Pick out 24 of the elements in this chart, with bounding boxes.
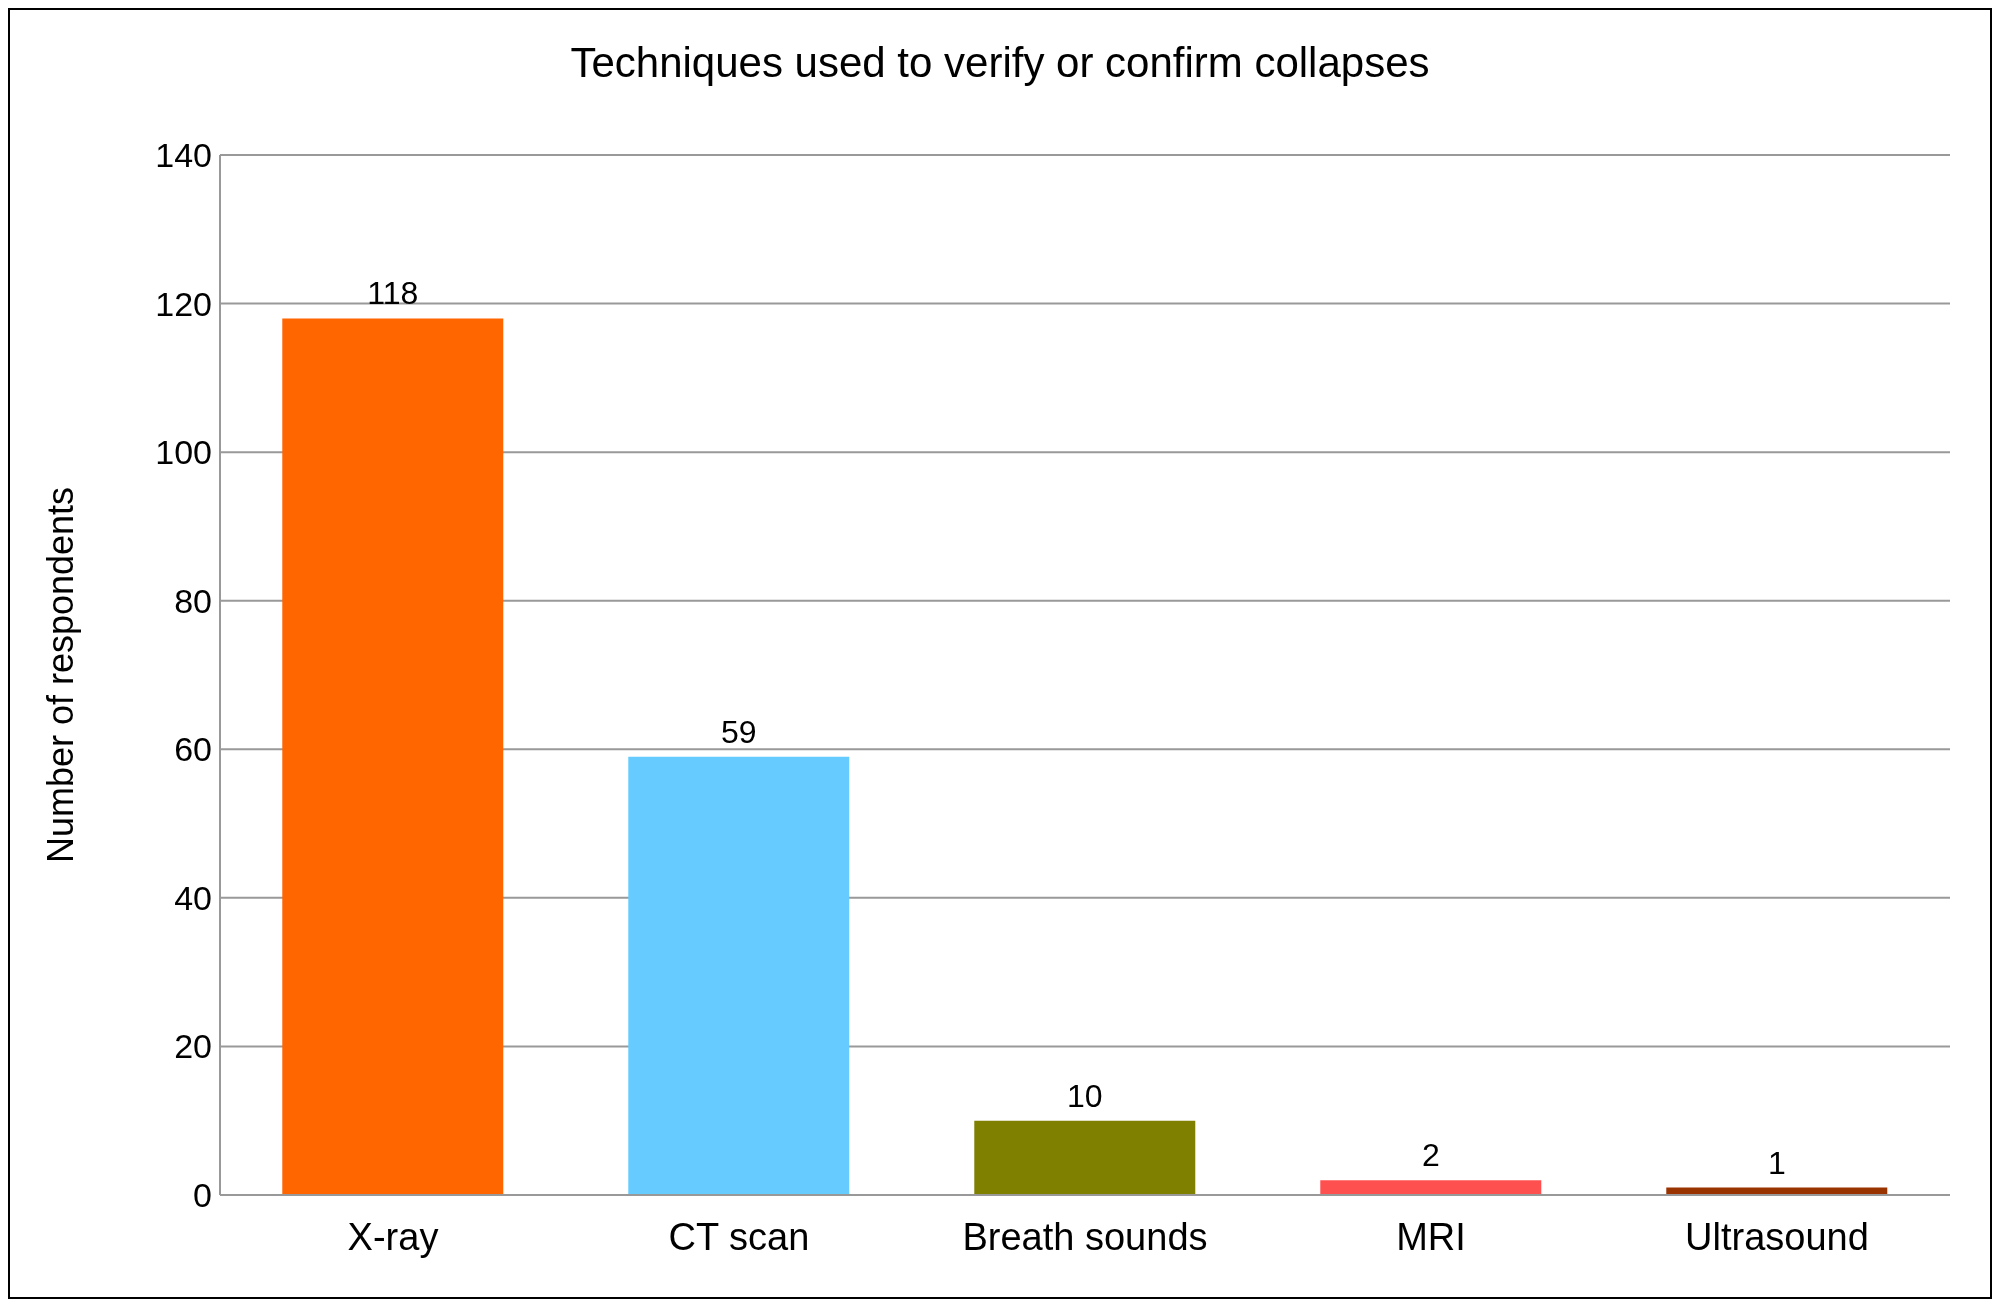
y-tick-label: 120: [155, 284, 212, 323]
y-tick-label: 40: [174, 878, 212, 917]
bar: [1320, 1180, 1542, 1195]
data-label: 59: [720, 713, 757, 750]
y-tick-label: 80: [174, 581, 212, 620]
x-tick-label: MRI: [1396, 1215, 1466, 1258]
x-tick-label: Breath sounds: [962, 1215, 1208, 1258]
data-label: 2: [1421, 1137, 1440, 1174]
y-tick-label: 60: [174, 730, 212, 769]
bar: [974, 1120, 1196, 1195]
y-tick-label: 20: [174, 1027, 212, 1066]
y-axis-title: Number of respondents: [39, 486, 81, 864]
x-tick-label: Ultrasound: [1685, 1215, 1869, 1258]
y-tick-label: 100: [155, 433, 212, 472]
chart-title: Techniques used to verify or confirm collapses: [570, 38, 1430, 87]
x-tick-label: X-ray: [347, 1215, 439, 1258]
x-tick-label: CT scan: [668, 1215, 810, 1258]
y-tick-label: 140: [155, 136, 212, 175]
data-label: 10: [1066, 1077, 1103, 1114]
bar: [282, 318, 504, 1195]
data-label: 1: [1767, 1144, 1786, 1181]
bar: [628, 756, 850, 1195]
y-tick-label: 0: [193, 1176, 212, 1215]
data-label: 118: [367, 275, 419, 312]
